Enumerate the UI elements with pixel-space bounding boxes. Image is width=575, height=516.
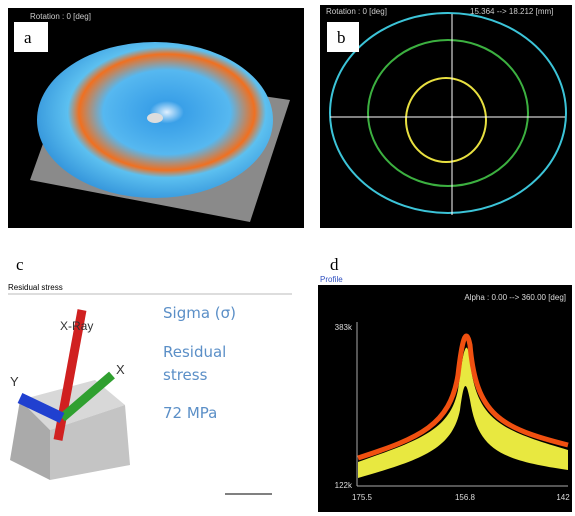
text-line: Sigma (σ): [163, 304, 236, 322]
axis-label: Y: [10, 374, 19, 389]
center: [147, 113, 163, 123]
overlay: Rotation : 0 [deg]: [326, 7, 387, 16]
text-line: Residual: [163, 343, 226, 361]
beam-label: X-Ray: [60, 319, 93, 333]
panel-label: b: [337, 28, 346, 47]
y-label: 383k: [335, 323, 353, 332]
panel-label: d: [330, 255, 339, 274]
x-label: 156.8: [455, 493, 476, 502]
x-label: 142: [556, 493, 570, 502]
panel-a: Rotation : 0 [deg] a: [8, 8, 304, 228]
axis-label: X: [116, 362, 125, 377]
y-label: 122k: [335, 481, 353, 490]
panel-b: Rotation : 0 [deg] 15.364 --> 18.212 [mm…: [320, 5, 572, 228]
panel-label: c: [16, 255, 24, 274]
text-line: 72 MPa: [163, 404, 217, 422]
overlay: Alpha : 0.00 --> 360.00 [deg]: [464, 293, 566, 302]
overlay: Rotation : 0 [deg]: [30, 12, 91, 21]
figure: Rotation : 0 [deg] a Rotation : 0 [deg] …: [0, 0, 575, 516]
panel-label: a: [24, 28, 32, 47]
header: Profile: [320, 275, 343, 284]
overlay: 15.364 --> 18.212 [mm]: [470, 7, 553, 16]
x-label: 175.5: [352, 493, 373, 502]
header: Residual stress: [8, 283, 63, 292]
text-line: stress: [163, 366, 208, 384]
image: [318, 285, 572, 512]
panel-c: c Residual stress X-Ray Y X Sigma (σ) Re…: [8, 255, 292, 494]
panel-d: d Profile Alpha : 0.00 --> 360.00 [deg] …: [318, 255, 572, 512]
